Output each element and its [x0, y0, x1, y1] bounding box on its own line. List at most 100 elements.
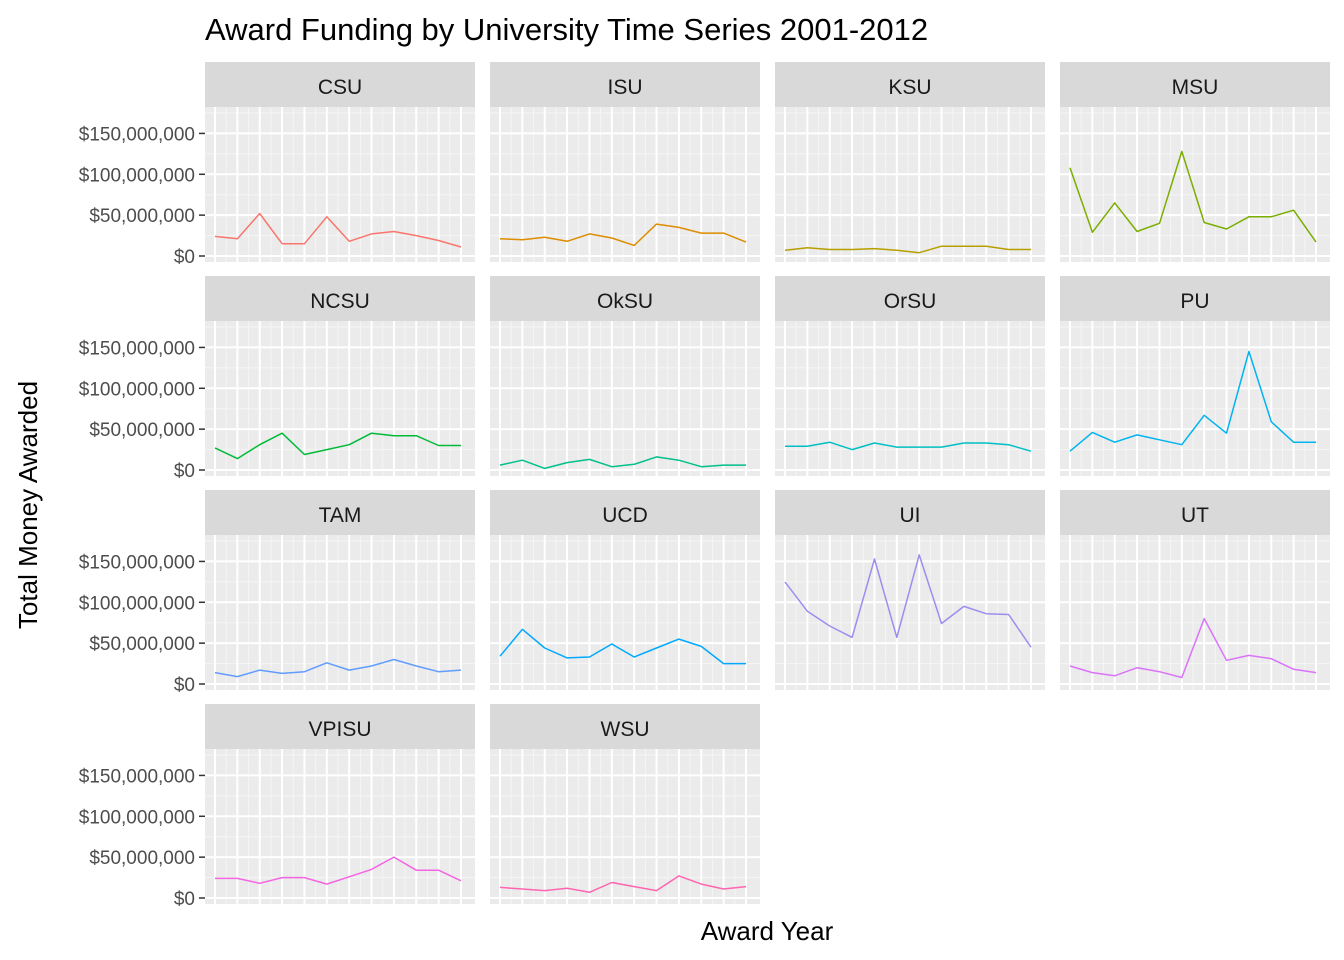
strip-label: OrSU: [884, 290, 937, 313]
plot-area: [775, 107, 1045, 262]
strip-background: [205, 62, 475, 107]
series-line-ksu: [784, 245, 1031, 254]
plot-background: [1060, 107, 1330, 262]
plot-area: [1060, 321, 1330, 476]
y-tick-label: $50,000,000: [89, 848, 195, 869]
strip-label: CSU: [318, 76, 362, 99]
y-tick-label: $0: [174, 247, 195, 268]
plot-background: [1060, 321, 1330, 476]
y-tick-label: $100,000,000: [79, 165, 195, 186]
series-line-tam: [214, 658, 462, 678]
panel-oksu: OkSU: [490, 276, 760, 476]
plot-area: [490, 749, 760, 904]
strip-background: [775, 62, 1045, 107]
chart-title: Award Funding by University Time Series …: [205, 12, 928, 47]
series-line-ui: [784, 554, 1032, 648]
strip-label: VPISU: [308, 718, 371, 741]
plot-area: [1060, 535, 1330, 690]
series-line-csu: [214, 212, 462, 248]
series-line-msu: [1069, 150, 1317, 243]
panel-ut: UT: [1060, 490, 1330, 690]
plot-background: [775, 535, 1045, 690]
plot-area: [490, 321, 760, 476]
panel-ksu: KSU: [775, 62, 1045, 262]
y-axis-title: Total Money Awarded: [13, 381, 43, 629]
strip-background: [775, 490, 1045, 535]
strip-label: TAM: [319, 504, 362, 527]
strip-label: PU: [1180, 290, 1209, 313]
y-tick-label: $50,000,000: [89, 420, 195, 441]
y-tick-label: $0: [174, 461, 195, 482]
panel-msu: MSU: [1060, 62, 1330, 262]
panel-ui: UI: [775, 490, 1045, 690]
facet-panels: CSU $0 $50,000,000 $100,000,000 $150,000,000…: [79, 62, 1330, 910]
strip-background: [205, 704, 475, 749]
strip-label: UCD: [602, 504, 648, 527]
series-line-wsu: [499, 875, 747, 894]
strip-label: NCSU: [310, 290, 370, 313]
series-line-ncsu: [214, 432, 461, 460]
plot-background: [205, 107, 475, 262]
strip-label: OkSU: [597, 290, 653, 313]
strip-label: WSU: [601, 718, 650, 741]
series-line-isu: [499, 223, 747, 247]
strip-label: UI: [900, 504, 921, 527]
y-tick-label: $100,000,000: [79, 379, 195, 400]
strip-background: [775, 276, 1045, 321]
panel-pu: PU: [1060, 276, 1330, 476]
plot-area: $0 $50,000,000 $100,000,000 $150,000,000: [79, 749, 475, 910]
strip-label: MSU: [1172, 76, 1219, 99]
plot-area: $0 $50,000,000 $100,000,000 $150,000,000: [79, 535, 475, 696]
series-line-oksu: [499, 456, 746, 470]
plot-area: $0 $50,000,000 $100,000,000 $150,000,000: [79, 321, 475, 482]
y-tick-label: $150,000,000: [79, 552, 195, 573]
x-axis-title: Award Year: [701, 916, 834, 946]
strip-background: [205, 276, 475, 321]
y-tick-label: $150,000,000: [79, 124, 195, 145]
strip-background: [205, 490, 475, 535]
plot-area: [1060, 107, 1330, 262]
panel-ucd: UCD: [490, 490, 760, 690]
strip-label: UT: [1181, 504, 1209, 527]
strip-background: [1060, 62, 1330, 107]
strip-label: ISU: [607, 76, 642, 99]
plot-area: [490, 535, 760, 690]
panel-tam: TAM $0 $50,000,000 $100,000,000 $150,000,000: [79, 490, 475, 696]
y-tick-label: $150,000,000: [79, 338, 195, 359]
y-tick-label: $100,000,000: [79, 593, 195, 614]
panel-isu: ISU: [490, 62, 760, 262]
plot-background: [775, 321, 1045, 476]
strip-background: [1060, 276, 1330, 321]
strip-background: [1060, 490, 1330, 535]
panel-wsu: WSU: [490, 704, 760, 904]
y-tick-label: $150,000,000: [79, 766, 195, 787]
strip-background: [490, 276, 760, 321]
plot-background: [490, 321, 760, 476]
strip-background: [490, 704, 760, 749]
plot-area: [775, 535, 1045, 690]
series-line-pu: [1069, 350, 1316, 452]
plot-area: [775, 321, 1045, 476]
plot-background: [490, 749, 760, 904]
y-tick-label: $0: [174, 889, 195, 910]
panel-csu: CSU $0 $50,000,000 $100,000,000 $150,000,000: [79, 62, 475, 268]
plot-area: $0 $50,000,000 $100,000,000 $150,000,000: [79, 107, 475, 268]
series-line-vpisu: [215, 856, 462, 885]
y-tick-label: $100,000,000: [79, 807, 195, 828]
strip-background: [490, 62, 760, 107]
panel-orsu: OrSU: [775, 276, 1045, 476]
series-line-ut: [1069, 617, 1317, 679]
plot-background: [775, 107, 1045, 262]
series-line-ucd: [499, 628, 746, 665]
strip-background: [490, 490, 760, 535]
y-tick-label: $50,000,000: [89, 206, 195, 227]
panel-ncsu: NCSU $0 $50,000,000 $100,000,000 $150,000,00…: [79, 276, 475, 482]
panel-vpisu: VPISU $0 $50,000,000 $100,000,000 $150,000,0…: [79, 704, 475, 910]
series-line-orsu: [785, 441, 1032, 452]
y-tick-label: $50,000,000: [89, 634, 195, 655]
y-tick-label: $0: [174, 675, 195, 696]
plot-background: [490, 535, 760, 690]
strip-label: KSU: [888, 76, 931, 99]
plot-area: [490, 107, 760, 262]
